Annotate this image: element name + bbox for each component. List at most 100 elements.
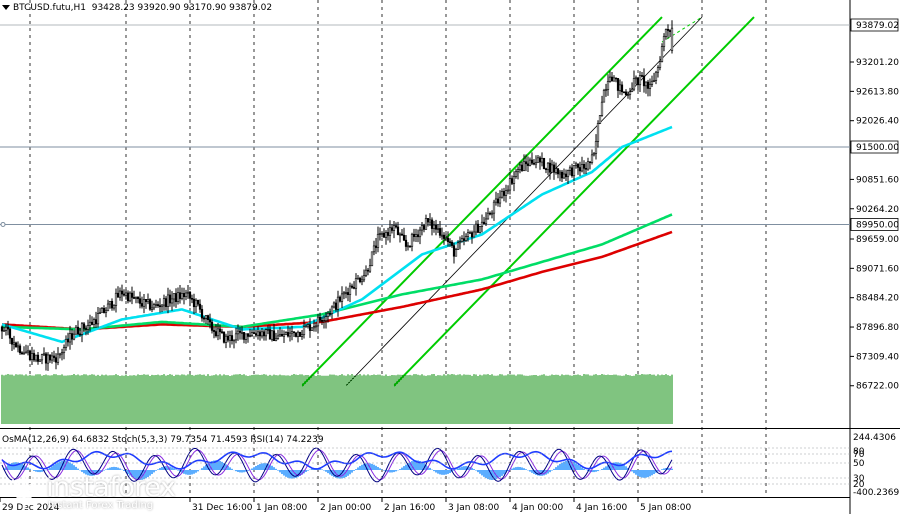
candle-body: [282, 334, 286, 337]
osma-bar: [263, 463, 265, 470]
candle-body: [424, 218, 428, 230]
osma-bar: [653, 470, 655, 475]
candle-body: [304, 325, 308, 328]
candle-body: [614, 77, 618, 80]
dropdown-triangle-icon[interactable]: [2, 5, 10, 10]
osma-bar: [51, 466, 53, 470]
candle-body: [382, 232, 386, 238]
candle-body: [380, 232, 384, 235]
candle-body: [132, 297, 136, 299]
trend-channel: [301, 16, 755, 387]
candle-body: [2, 330, 6, 332]
osma-bar: [175, 469, 177, 470]
osma-bar: [523, 468, 525, 470]
candle-body: [588, 161, 592, 163]
osma-bar: [555, 467, 557, 470]
candle-body: [422, 225, 426, 230]
candle-body: [238, 330, 242, 333]
candle-body: [632, 78, 636, 90]
osma-bar: [53, 464, 55, 470]
osma-bar: [15, 462, 17, 470]
candle-body: [344, 292, 348, 294]
osma-bar: [205, 464, 207, 470]
candle-body: [522, 161, 526, 171]
time-tick-label: 31 Dec 16:00: [192, 503, 253, 513]
osma-bar: [177, 470, 179, 471]
osma-bar: [275, 468, 277, 470]
time-tick-label: 4 Jan 16:00: [576, 503, 628, 513]
osma-bar: [377, 467, 379, 470]
candle-body: [290, 331, 294, 334]
candle-body: [4, 326, 8, 331]
osma-bar: [173, 468, 175, 470]
level-low-label-box: [850, 218, 899, 231]
candle-body: [32, 353, 36, 361]
osma-bar: [513, 467, 515, 470]
price-tick-label: 86722.00: [856, 382, 899, 392]
candle-body: [378, 233, 382, 235]
candle-body: [404, 239, 408, 247]
osma-bar: [551, 470, 553, 471]
osma-bar: [351, 470, 353, 473]
osma-bar: [271, 465, 273, 470]
candle-body: [250, 332, 254, 336]
osma-bar: [319, 468, 321, 470]
candle-body: [552, 164, 556, 173]
level-low-label: 89950.00: [856, 220, 899, 230]
candle-body: [118, 290, 122, 298]
candle-body: [482, 221, 486, 224]
price-tick-label: 92613.80: [856, 87, 899, 97]
indicator-tick-label: 244.4306: [853, 433, 896, 443]
osma-bar: [287, 470, 289, 478]
osma-bar: [361, 464, 363, 470]
osma-bar: [237, 470, 239, 472]
osma-bar: [389, 470, 391, 473]
candle-body: [472, 231, 476, 238]
candle-body: [564, 173, 568, 178]
candle-body: [500, 191, 504, 198]
candle-body: [234, 333, 238, 341]
candle-body: [294, 332, 298, 337]
price-tick-label: 87896.80: [856, 323, 899, 333]
osma-bar: [671, 468, 673, 470]
osma-bar: [619, 462, 621, 470]
osma-bar: [195, 470, 197, 473]
osma-bar: [81, 470, 83, 472]
moving-averages: [1, 125, 673, 344]
candle-body: [646, 81, 650, 89]
candle-body: [318, 316, 322, 321]
candle-body: [0, 326, 4, 332]
level-anchor: [0, 221, 6, 227]
candle-body: [492, 201, 496, 214]
candle-body: [538, 157, 542, 163]
osma-bar: [293, 470, 295, 479]
osma-bar: [443, 470, 445, 475]
candle-body: [426, 218, 430, 223]
osma-bar: [171, 467, 173, 470]
osma-bar: [517, 466, 519, 470]
candle-body: [520, 164, 524, 171]
candle-body: [510, 178, 514, 184]
chart-header: BTCUSD.futu,H1 93428.23 93920.90 93170.9…: [2, 3, 272, 13]
candle-body: [434, 224, 438, 230]
osma-bar: [371, 463, 373, 470]
osma-bar: [197, 470, 199, 472]
osma-bar: [333, 470, 335, 477]
candle-body: [26, 350, 30, 353]
osma-bar: [115, 467, 117, 470]
osma-bar: [605, 466, 607, 470]
candle-body: [322, 320, 326, 322]
osma-bar: [219, 460, 221, 470]
osma-bar: [425, 464, 427, 470]
candle-body: [228, 335, 232, 341]
candle-body: [412, 233, 416, 237]
osma-bar: [591, 470, 593, 473]
candle-body: [508, 178, 512, 191]
candle-body: [146, 299, 150, 303]
rsi-line: [1, 450, 673, 470]
osma-bar: [241, 470, 243, 473]
osma-bar: [369, 463, 371, 470]
osma-bar: [651, 470, 653, 476]
osma-bar: [531, 470, 533, 473]
